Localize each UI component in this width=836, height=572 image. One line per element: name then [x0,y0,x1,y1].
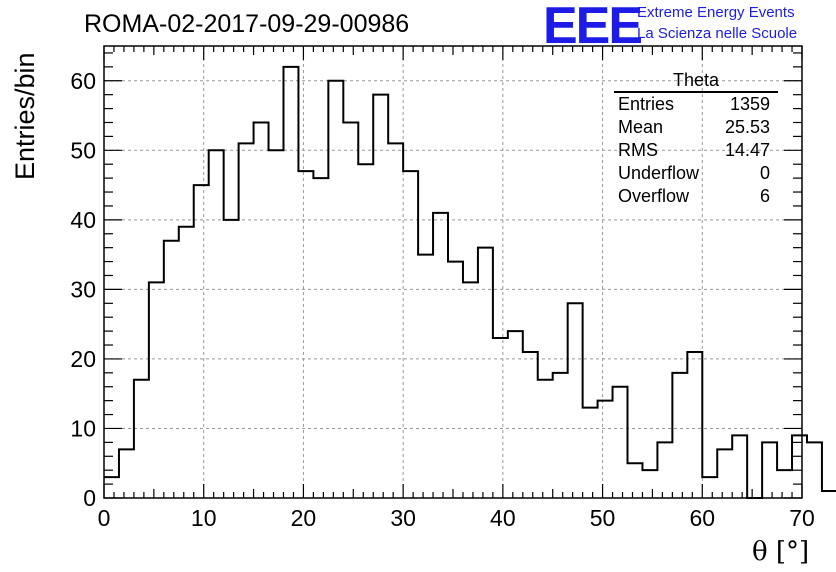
histogram-bin [583,408,598,498]
histogram-bin [254,122,269,498]
y-tick-label: 10 [70,415,96,441]
stats-row-underflow: Underflow 0 [610,162,778,185]
histogram-bin [179,227,194,498]
histogram-bin [822,491,836,498]
x-tick-label: 30 [390,505,416,531]
histogram-bin [702,477,717,498]
stats-label: RMS [618,140,658,160]
stats-row-overflow: Overflow 6 [610,185,778,208]
histogram-bin [538,380,553,498]
histogram-bin [418,255,433,498]
histogram-bin [478,248,493,498]
stats-label: Entries [618,94,675,114]
y-tick-label: 40 [70,207,96,233]
stats-title: Theta [614,70,778,93]
histogram-bin [792,435,807,498]
histogram-bin [568,303,583,498]
x-tick-label: 0 [98,505,111,531]
histogram-bin [672,373,687,498]
y-tick-label: 60 [70,68,96,94]
histogram-bin [687,352,702,498]
histogram-bin [448,262,463,498]
histogram-bin [553,373,568,498]
stats-value: 25.53 [724,117,770,137]
stats-label: Underflow [618,163,700,183]
histogram-bin [149,282,164,498]
histogram-bin [373,95,388,498]
stats-row-entries: Entries 1359 [610,93,778,116]
x-tick-label: 20 [291,505,317,531]
histogram-bin [642,470,657,498]
x-tick-label: 50 [590,505,616,531]
chart-title: ROMA-02-2017-09-29-00986 [84,10,410,38]
logo-text-line1: Extreme Energy Events [637,4,795,21]
stats-value: 1359 [729,94,770,114]
stats-label: Overflow [618,186,690,206]
histogram-bin [717,449,732,498]
histogram-bin [328,81,343,498]
histogram-bin [508,331,523,498]
y-tick-label: 0 [83,485,96,511]
histogram-bin [807,442,822,498]
y-tick-label: 50 [70,137,96,163]
histogram-bin [209,150,224,498]
histogram-bin [657,442,672,498]
histogram-bin [134,380,149,498]
y-axis-label: Entries/bin [10,52,40,180]
histogram-outline [104,65,836,499]
x-tick-label: 60 [689,505,715,531]
histogram-bin [194,185,209,498]
histogram-bin [388,143,403,498]
histogram-bin [732,435,747,498]
histogram-bin [104,477,119,498]
x-tick-label: 10 [191,505,217,531]
histogram-bin [298,171,313,498]
histogram-bin [433,213,448,498]
histogram-bin [164,241,179,498]
y-tick-label: 20 [70,346,96,372]
stats-value: 6 [759,186,770,206]
stats-label: Mean [618,117,664,137]
histogram-bin [762,442,777,498]
histogram-bin [269,150,284,498]
histogram-bin [598,401,613,498]
stats-box: Theta Entries 1359 Mean 25.53 RMS 14.47 … [610,70,778,208]
stats-row-mean: Mean 25.53 [610,116,778,139]
x-tick-label: 70 [789,505,815,531]
x-axis-label: θ [°] [752,537,810,567]
grid-lines [104,46,802,498]
histogram-bin [343,122,358,498]
histogram-bin [523,352,538,498]
histogram-bin [463,282,478,498]
histogram-bin [283,67,298,498]
histogram-bin [313,178,328,498]
histogram-bin [239,143,254,498]
histogram-bin [119,449,134,498]
logo-text-line2: La Scienza nelle Scuole [637,25,798,42]
stats-row-rms: RMS 14.47 [610,139,778,162]
histogram-bin [493,338,508,498]
histogram-bin [358,164,373,498]
stats-value: 0 [759,163,770,183]
x-tick-label: 40 [490,505,516,531]
stats-value: 14.47 [724,140,770,160]
histogram-bin [613,387,628,498]
eee-logo: EEE [543,0,643,55]
histogram-bin [628,463,643,498]
histogram-bin [777,470,792,498]
y-tick-label: 30 [70,276,96,302]
x-axis-ticks: 0 10 20 30 40 50 60 70 [98,46,815,531]
